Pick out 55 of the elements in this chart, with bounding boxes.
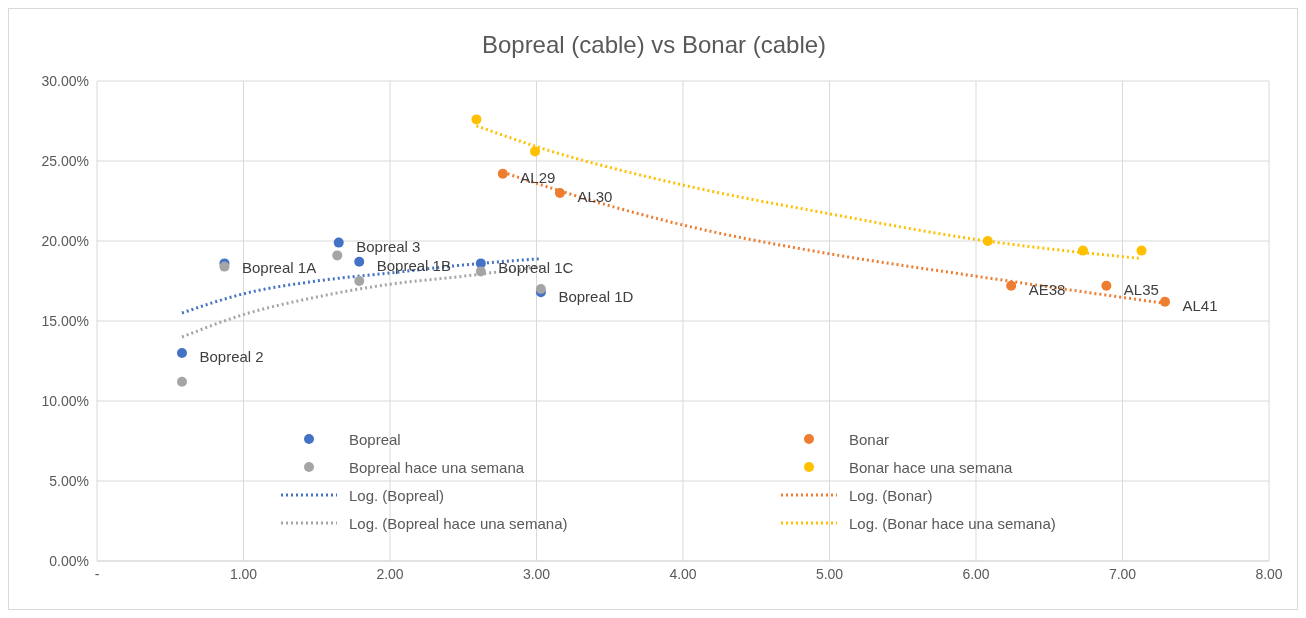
legend-label: Log. (Bonar hace una semana) xyxy=(849,514,1056,532)
x-tick-label: 5.00 xyxy=(815,565,844,582)
legend-label: Log. (Bonar) xyxy=(849,486,933,504)
x-tick-label: 6.00 xyxy=(962,565,990,582)
data-label: Bopreal 1B xyxy=(376,257,451,275)
data-label: Bopreal 2 xyxy=(199,348,264,366)
y-tick-label: 30.00% xyxy=(41,72,89,89)
y-tick-label: 25.00% xyxy=(41,152,89,169)
x-tick-label: 2.00 xyxy=(376,565,404,582)
point xyxy=(1006,280,1017,291)
point xyxy=(176,348,187,358)
x-tick-label: - xyxy=(94,565,100,582)
data-label: AE38 xyxy=(1028,281,1066,299)
point xyxy=(530,146,541,157)
point xyxy=(1077,245,1088,256)
point xyxy=(1101,280,1112,291)
legend-label: Bopreal hace una semana xyxy=(349,458,525,476)
y-tick-label: 20.00% xyxy=(41,232,89,249)
point xyxy=(354,276,365,286)
point xyxy=(332,250,343,261)
chart-title: Bopreal (cable) vs Bonar (cable) xyxy=(480,31,828,59)
point xyxy=(535,284,546,294)
point xyxy=(475,266,486,277)
point xyxy=(497,168,508,179)
legend-label: Bonar hace una semana xyxy=(849,458,1013,476)
y-tick-label: 0.00% xyxy=(49,552,89,569)
point xyxy=(475,258,486,269)
x-tick-label: 8.00 xyxy=(1255,565,1283,582)
x-tick-label: 3.00 xyxy=(522,565,551,582)
data-label: Bopreal 1D xyxy=(558,287,634,305)
legend-label: Bopreal xyxy=(349,430,401,448)
x-tick-label: 7.00 xyxy=(1108,565,1137,582)
data-label: Bopreal 1A xyxy=(241,258,317,276)
x-tick-label: 1.00 xyxy=(229,565,258,582)
point xyxy=(554,188,565,198)
y-tick-label: 5.00% xyxy=(49,472,89,489)
legend-label: Bonar xyxy=(849,430,890,448)
data-label: Bopreal 1C xyxy=(498,258,574,276)
point xyxy=(471,114,482,125)
data-label: AL30 xyxy=(577,188,613,206)
point xyxy=(354,256,365,267)
legend-label: Log. (Bopreal) xyxy=(349,486,445,504)
point xyxy=(176,376,187,387)
point xyxy=(333,237,344,248)
y-tick-label: 15.00% xyxy=(41,312,89,329)
y-tick-label: 10.00% xyxy=(41,392,89,409)
data-label: AL29 xyxy=(520,169,556,187)
data-label: AL35 xyxy=(1123,281,1159,299)
point xyxy=(982,236,993,246)
data-label: AL41 xyxy=(1182,297,1218,315)
point xyxy=(1159,296,1170,307)
x-tick-label: 4.00 xyxy=(669,565,697,582)
legend-label: Log. (Bopreal hace una semana) xyxy=(349,514,568,532)
data-label: Bopreal 3 xyxy=(356,238,421,256)
point xyxy=(1136,245,1147,256)
